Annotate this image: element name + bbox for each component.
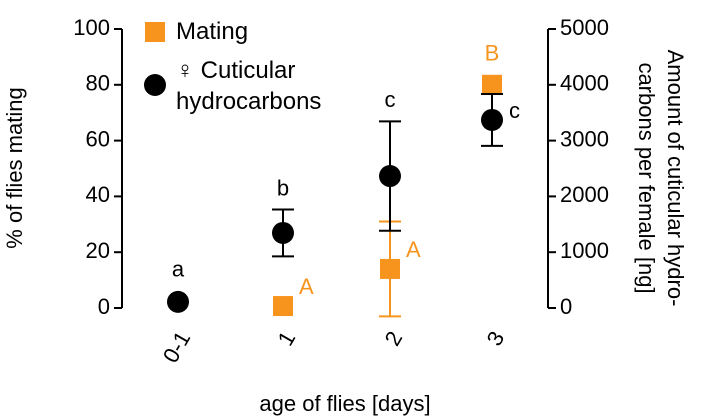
marker xyxy=(272,221,294,244)
x-axis-label: age of flies [days] xyxy=(259,391,430,416)
y2-axis-label: carbons per female [ng] xyxy=(634,62,659,293)
marker xyxy=(379,165,401,188)
legend-entry: ♀ Cuticular hydrocarbons xyxy=(176,57,322,115)
marker xyxy=(167,290,189,313)
legend-label: ♀ Cuticular hydrocarbons xyxy=(176,57,322,115)
marker xyxy=(482,74,502,95)
y2-tick-label: 5000 xyxy=(560,15,609,40)
y-tick-label: 60 xyxy=(86,126,110,151)
marker xyxy=(273,296,293,317)
legend-entry: Mating xyxy=(176,18,249,45)
y-tick-label: 100 xyxy=(73,15,110,40)
x-tick-label: 3 xyxy=(482,327,510,350)
x-tick-label: 0-1 xyxy=(158,327,196,367)
significance-letter: a xyxy=(172,257,185,282)
y-tick-label: 20 xyxy=(86,238,110,263)
y-tick-label: 0 xyxy=(98,294,110,319)
y2-tick-label: 2000 xyxy=(560,182,609,207)
y2-axis-label: Amount of cuticular hydro- xyxy=(663,50,688,307)
y2-tick-label: 1000 xyxy=(560,238,609,263)
y2-tick-label: 3000 xyxy=(560,126,609,151)
significance-letter: A xyxy=(406,237,421,262)
significance-letter: B xyxy=(485,41,500,66)
legend-marker xyxy=(144,74,166,96)
x-tick-label: 1 xyxy=(273,327,301,350)
significance-letter: A xyxy=(299,274,314,299)
y-tick-label: 80 xyxy=(86,71,110,96)
significance-letter: c xyxy=(385,87,396,112)
significance-letter: b xyxy=(277,175,289,200)
y-axis-label: % of flies mating xyxy=(2,87,27,248)
x-tick-label: 2 xyxy=(380,327,408,350)
legend-marker xyxy=(145,22,165,42)
y2-tick-label: 0 xyxy=(560,294,572,319)
legend-label: Mating xyxy=(176,18,249,45)
marker xyxy=(481,108,503,131)
y2-tick-label: 4000 xyxy=(560,71,609,96)
y-tick-label: 40 xyxy=(86,182,110,207)
significance-letter: c xyxy=(509,98,520,123)
marker xyxy=(380,258,400,279)
